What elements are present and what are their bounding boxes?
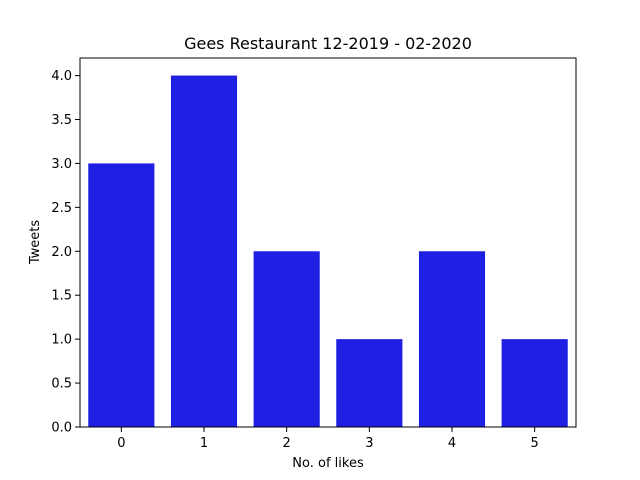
chart-title: Gees Restaurant 12-2019 - 02-2020 bbox=[184, 34, 472, 53]
bar-4 bbox=[418, 251, 486, 427]
x-tick-label: 5 bbox=[531, 436, 539, 451]
y-tick-label: 2.5 bbox=[51, 201, 72, 216]
x-tick-label: 4 bbox=[448, 436, 456, 451]
y-tick-label: 4.0 bbox=[51, 69, 72, 84]
axes-group: 0 1 2 3 4 5 0.0 0.5 1.0 1.5 2.0 2.5 3.0 3.5 4.0 bbox=[51, 57, 577, 451]
plot-frame bbox=[79, 57, 577, 428]
x-tick-label: 0 bbox=[117, 436, 125, 451]
y-tick-label: 0.5 bbox=[51, 377, 72, 392]
x-tick-label: 1 bbox=[200, 436, 208, 451]
y-tick-label: 1.0 bbox=[51, 333, 72, 348]
y-tick-label: 1.5 bbox=[51, 289, 72, 304]
bar-3 bbox=[336, 339, 403, 427]
bar-5 bbox=[501, 339, 568, 427]
x-axis-label: No. of likes bbox=[292, 456, 364, 471]
y-tick-label: 0.0 bbox=[51, 421, 72, 436]
x-tick-label: 3 bbox=[365, 436, 373, 451]
y-tick-label: 2.0 bbox=[51, 245, 72, 260]
y-tick-label: 3.5 bbox=[51, 113, 72, 128]
bar-1 bbox=[170, 75, 238, 428]
y-axis-label: Tweets bbox=[28, 220, 43, 266]
bar-2 bbox=[253, 251, 320, 427]
bar-0 bbox=[88, 163, 155, 427]
x-tick-label: 2 bbox=[283, 436, 291, 451]
y-tick-label: 3.0 bbox=[51, 157, 72, 172]
bars-group bbox=[88, 75, 568, 428]
